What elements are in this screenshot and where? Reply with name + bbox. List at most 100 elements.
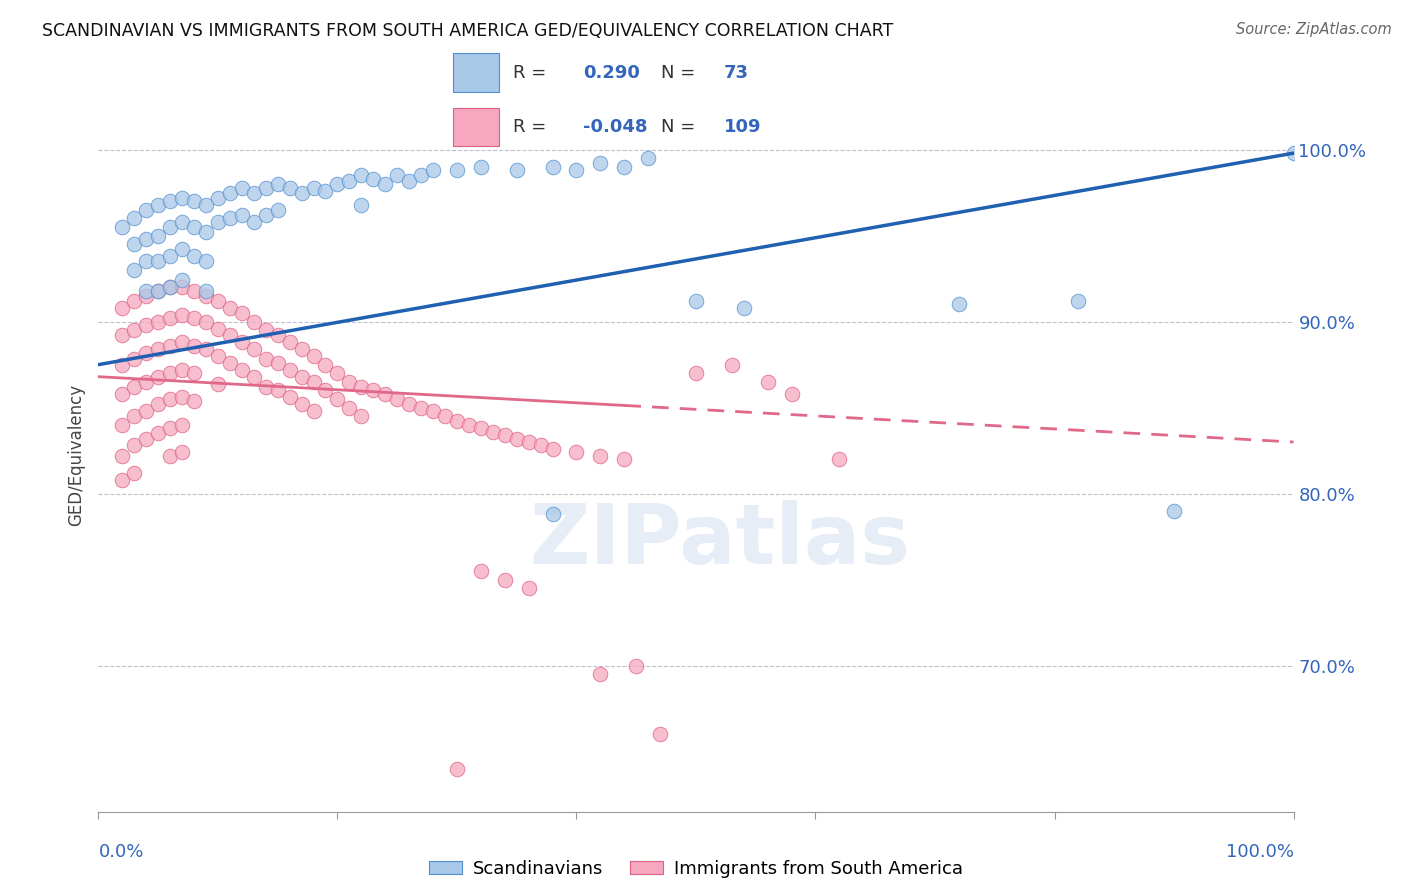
Point [315, 184, 337, 198]
Text: 0.0%: 0.0% [98, 843, 143, 861]
Point [135, 318, 157, 332]
Point [172, 243, 194, 257]
Point [159, 366, 181, 380]
Point [302, 349, 325, 363]
Point [398, 174, 420, 188]
Point [124, 323, 146, 337]
Point [183, 249, 205, 263]
Text: 109: 109 [724, 118, 762, 136]
Point [219, 186, 242, 200]
Point [446, 414, 468, 428]
Point [172, 417, 194, 432]
Point [733, 301, 755, 315]
Point [111, 358, 134, 372]
Point [494, 428, 516, 442]
Point [159, 220, 181, 235]
Point [124, 438, 146, 452]
Point [172, 191, 194, 205]
Point [363, 172, 385, 186]
Point [267, 356, 290, 370]
Point [291, 186, 314, 200]
Point [135, 404, 157, 418]
Point [219, 356, 242, 370]
Point [172, 390, 194, 404]
Point [506, 432, 529, 446]
Y-axis label: GED/Equivalency: GED/Equivalency [67, 384, 86, 526]
Text: R =: R = [513, 118, 547, 136]
Point [411, 401, 433, 415]
Point [135, 284, 157, 298]
Point [470, 421, 492, 435]
Point [183, 284, 205, 298]
Point [124, 380, 146, 394]
Point [422, 163, 444, 178]
Point [231, 363, 253, 377]
Point [183, 194, 205, 209]
Point [481, 425, 505, 439]
Point [278, 180, 301, 194]
Point [339, 174, 360, 188]
Point [243, 315, 266, 329]
Point [159, 280, 181, 294]
Point [243, 186, 266, 200]
Legend: Scandinavians, Immigrants from South America: Scandinavians, Immigrants from South Ame… [422, 853, 970, 885]
Point [291, 342, 314, 356]
Point [194, 315, 218, 329]
Point [517, 435, 540, 450]
Point [326, 392, 349, 406]
Text: Source: ZipAtlas.com: Source: ZipAtlas.com [1236, 22, 1392, 37]
Point [589, 449, 612, 463]
Point [124, 237, 146, 252]
Point [148, 228, 170, 243]
Point [254, 323, 277, 337]
Point [124, 263, 146, 277]
Point [148, 369, 170, 384]
Point [172, 363, 194, 377]
Point [124, 211, 146, 226]
Point [254, 180, 277, 194]
Point [756, 375, 779, 389]
Point [111, 220, 134, 235]
Point [159, 194, 181, 209]
Point [135, 202, 157, 217]
Point [374, 387, 396, 401]
Point [565, 163, 588, 178]
Point [183, 393, 205, 408]
Point [363, 384, 385, 398]
Point [135, 232, 157, 246]
Point [315, 358, 337, 372]
Point [231, 335, 253, 350]
Point [350, 169, 373, 183]
Point [278, 335, 301, 350]
Point [159, 311, 181, 326]
Point [172, 273, 194, 287]
Point [135, 375, 157, 389]
Point [1282, 146, 1305, 161]
Point [148, 284, 170, 298]
Point [148, 342, 170, 356]
Text: SCANDINAVIAN VS IMMIGRANTS FROM SOUTH AMERICA GED/EQUIVALENCY CORRELATION CHART: SCANDINAVIAN VS IMMIGRANTS FROM SOUTH AM… [42, 22, 893, 40]
Point [111, 301, 134, 315]
Point [339, 401, 360, 415]
Point [111, 328, 134, 343]
Point [183, 220, 205, 235]
Point [111, 473, 134, 487]
Point [350, 409, 373, 424]
Text: N =: N = [661, 118, 695, 136]
Text: N =: N = [661, 63, 695, 82]
Point [613, 452, 636, 467]
Point [302, 375, 325, 389]
Point [172, 335, 194, 350]
Text: R =: R = [513, 63, 547, 82]
Point [124, 293, 146, 308]
Point [541, 508, 564, 522]
Point [302, 404, 325, 418]
Point [183, 311, 205, 326]
Point [243, 369, 266, 384]
Point [194, 225, 218, 239]
Point [194, 284, 218, 298]
Point [207, 215, 229, 229]
Point [648, 727, 672, 741]
Point [589, 156, 612, 170]
Point [685, 366, 707, 380]
